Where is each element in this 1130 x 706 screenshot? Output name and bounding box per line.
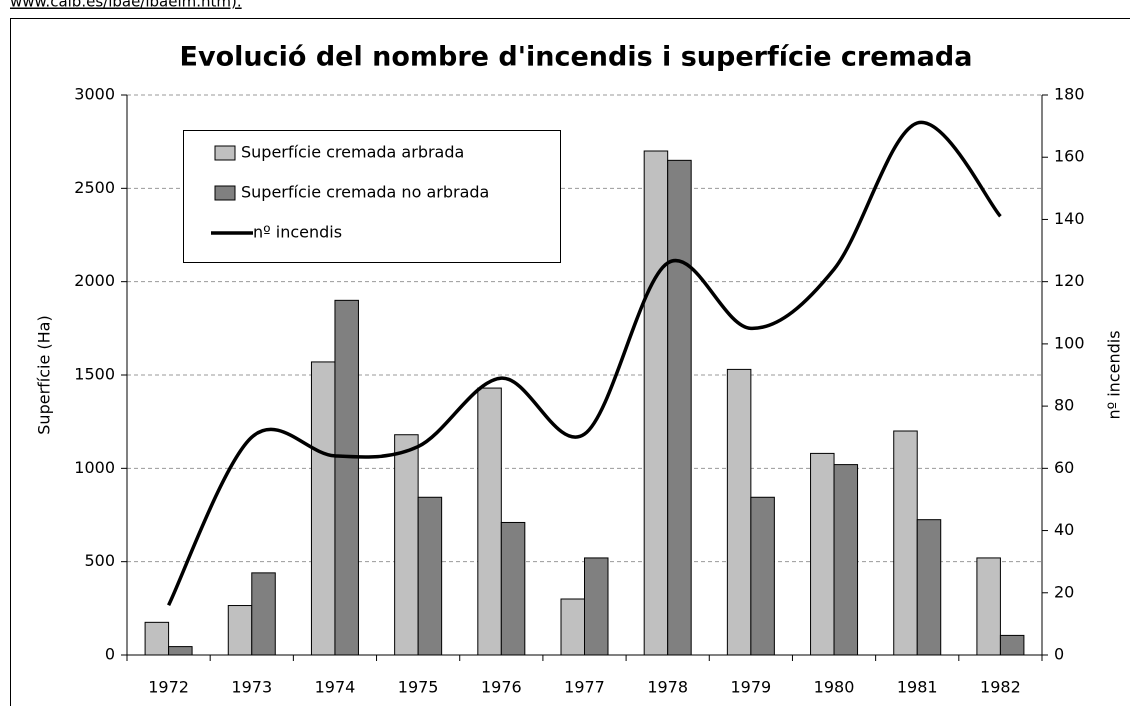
y-tick-label: 2500 — [74, 178, 115, 197]
x-tick-label: 1980 — [814, 678, 855, 697]
legend-label: Superfície cremada arbrada — [241, 143, 464, 162]
y2-tick-label: 160 — [1054, 147, 1085, 166]
y2-axis-label: nº incendis — [1105, 330, 1124, 419]
chart-title: Evolució del nombre d'incendis i superfí… — [180, 42, 973, 73]
bar — [500, 521, 526, 656]
x-tick-label: 1977 — [564, 678, 605, 697]
y2-tick-label: 60 — [1054, 458, 1074, 477]
bar — [810, 452, 835, 656]
legend-label: Superfície cremada no arbrada — [241, 183, 489, 202]
y-tick-label: 1000 — [74, 458, 115, 477]
bar — [999, 634, 1025, 656]
bar — [417, 496, 443, 656]
y2-tick-label: 80 — [1054, 396, 1074, 415]
y-tick-label: 3000 — [74, 85, 115, 104]
x-tick-label: 1976 — [481, 678, 522, 697]
x-tick-label: 1974 — [315, 678, 356, 697]
y-tick-label: 500 — [84, 551, 115, 570]
line — [167, 120, 1002, 606]
bar — [251, 572, 276, 656]
source-text: www.caib.es/ibae/ibaelm.htm). — [10, 0, 242, 11]
y2-tick-label: 180 — [1054, 85, 1085, 104]
bar — [334, 299, 359, 656]
bar — [726, 368, 752, 656]
bar — [916, 519, 942, 656]
legend-swatch — [214, 145, 236, 161]
legend-label: nº incendis — [253, 223, 342, 242]
y2-tick-label: 0 — [1054, 645, 1064, 664]
bar — [394, 434, 419, 656]
bar — [168, 646, 193, 656]
y2-tick-label: 120 — [1054, 271, 1085, 290]
bar — [667, 159, 692, 656]
y-tick-label: 0 — [105, 645, 115, 664]
bar — [477, 387, 502, 656]
bar — [144, 621, 170, 656]
bar — [893, 430, 918, 656]
legend-box — [183, 130, 561, 263]
bar — [833, 464, 859, 656]
bar — [976, 557, 1001, 656]
x-tick-label: 1972 — [148, 678, 189, 697]
bar — [643, 150, 669, 656]
x-tick-label: 1973 — [231, 678, 272, 697]
bar — [560, 598, 585, 656]
bar — [584, 557, 609, 656]
x-tick-label: 1982 — [980, 678, 1021, 697]
x-tick-label: 1975 — [398, 678, 439, 697]
bar — [750, 496, 775, 656]
y2-tick-label: 20 — [1054, 582, 1074, 601]
x-tick-label: 1981 — [897, 678, 938, 697]
y2-tick-label: 40 — [1054, 520, 1074, 539]
y2-tick-label: 140 — [1054, 209, 1085, 228]
y-axis-label: Superfície (Ha) — [35, 315, 54, 434]
bar — [227, 605, 253, 656]
y2-tick-label: 100 — [1054, 333, 1085, 352]
x-tick-label: 1979 — [731, 678, 772, 697]
legend-swatch — [214, 185, 236, 201]
y-tick-label: 2000 — [74, 271, 115, 290]
bar — [310, 361, 336, 656]
y-tick-label: 1500 — [74, 365, 115, 384]
x-tick-label: 1978 — [647, 678, 688, 697]
